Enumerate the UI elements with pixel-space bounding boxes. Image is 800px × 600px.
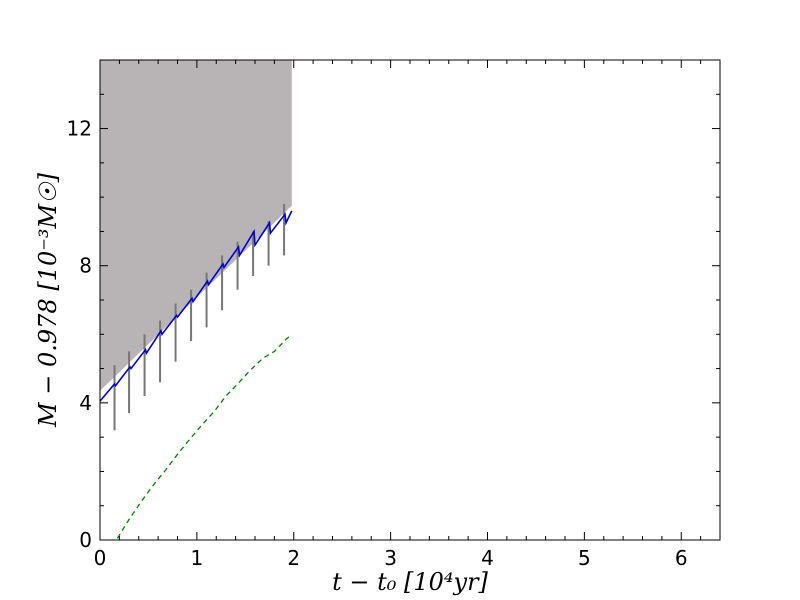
x-tick-label: 2 <box>287 546 300 570</box>
x-tick-label: 6 <box>675 546 688 570</box>
x-tick-label: 4 <box>481 546 494 570</box>
series-line-solid <box>99 210 293 402</box>
y-tick-label: 4 <box>79 391 92 415</box>
x-tick-label: 1 <box>191 546 204 570</box>
axis-ticks <box>99 60 720 541</box>
y-axis-label: M − 0.978 [10⁻³M☉] <box>34 172 62 428</box>
y-tick-label: 8 <box>79 254 92 278</box>
series-line-dashed <box>116 333 293 539</box>
y-tick-label: 12 <box>67 117 92 141</box>
x-tick-label: 0 <box>94 546 107 570</box>
x-tick-label: 5 <box>578 546 591 570</box>
y-tick-label: 0 <box>79 528 92 552</box>
x-axis-label: t − t₀ [10⁴yr] <box>332 568 488 596</box>
chart-marks <box>99 60 293 539</box>
shaded-region <box>100 60 292 391</box>
x-tick-label: 3 <box>384 546 397 570</box>
